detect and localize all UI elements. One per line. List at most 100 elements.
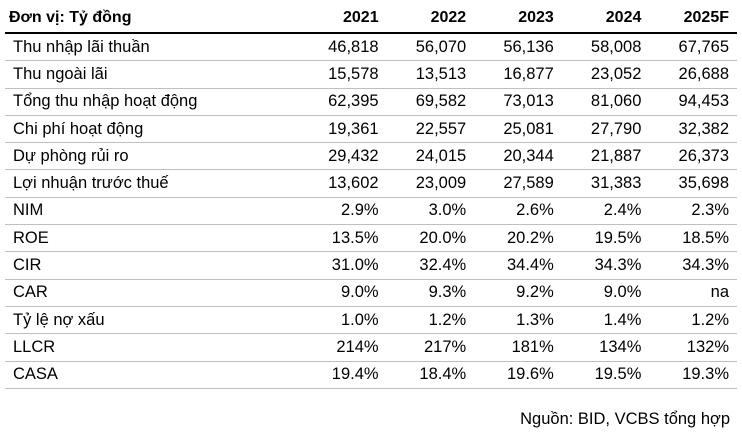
value-cell: 27,589: [474, 169, 562, 198]
header-row: Đơn vị: Tỷ đồng 2021 2022 2023 2024 2025…: [5, 4, 737, 34]
value-cell: 58,008: [561, 33, 650, 62]
value-cell: 19.5%: [561, 224, 650, 253]
value-cell: 13,513: [386, 60, 475, 89]
value-cell: 31.0%: [299, 251, 387, 280]
value-cell: na: [649, 279, 737, 307]
table-row: Lợi nhuận trước thuế 13,602 23,009 27,589 31…: [5, 169, 737, 198]
value-cell: 32,382: [649, 115, 737, 144]
value-cell: 69,582: [386, 88, 475, 116]
value-cell: 2.4%: [561, 197, 650, 226]
row-label: Dự phòng rủi ro: [5, 142, 299, 171]
year-header: 2021: [299, 4, 387, 34]
value-cell: 19.4%: [299, 361, 387, 389]
table-row: Dự phòng rủi ro 29,432 24,015 20,344 21,887 2…: [5, 142, 737, 171]
unit-label: Đơn vị: Tỷ đồng: [5, 4, 299, 34]
row-label: NIM: [5, 197, 299, 226]
value-cell: 26,373: [649, 142, 737, 171]
value-cell: 214%: [299, 333, 387, 362]
value-cell: 21,887: [561, 142, 650, 171]
year-header: 2022: [386, 4, 475, 34]
value-cell: 34.3%: [561, 251, 650, 280]
value-cell: 19,361: [299, 115, 387, 144]
value-cell: 32.4%: [386, 251, 475, 280]
row-label: Thu ngoài lãi: [5, 60, 299, 89]
value-cell: 9.3%: [386, 279, 475, 307]
value-cell: 19.6%: [474, 361, 562, 389]
value-cell: 20.2%: [474, 224, 562, 253]
value-cell: 81,060: [561, 88, 650, 116]
value-cell: 1.2%: [386, 306, 475, 335]
value-cell: 13.5%: [299, 224, 387, 253]
value-cell: 34.4%: [474, 251, 562, 280]
value-cell: 46,818: [299, 33, 387, 62]
value-cell: 2.3%: [649, 197, 737, 226]
value-cell: 9.2%: [474, 279, 562, 307]
table-row: Tỷ lệ nợ xấu 1.0% 1.2% 1.3% 1.4% 1.2%: [5, 306, 737, 335]
row-label: CASA: [5, 361, 299, 389]
value-cell: 24,015: [386, 142, 475, 171]
value-cell: 94,453: [649, 88, 737, 116]
value-cell: 27,790: [561, 115, 650, 144]
value-cell: 26,688: [649, 60, 737, 89]
table-row: CAR 9.0% 9.3% 9.2% 9.0% na: [5, 279, 737, 307]
value-cell: 25,081: [474, 115, 562, 144]
value-cell: 134%: [561, 333, 650, 362]
table-row: CASA 19.4% 18.4% 19.6% 19.5% 19.3%: [5, 361, 737, 389]
value-cell: 34.3%: [649, 251, 737, 280]
year-header: 2024: [561, 4, 650, 34]
row-label: CAR: [5, 279, 299, 307]
row-label: ROE: [5, 224, 299, 253]
table-row: Thu ngoài lãi 15,578 13,513 16,877 23,052 26,…: [5, 60, 737, 89]
table-row: LLCR 214% 217% 181% 134% 132%: [5, 333, 737, 362]
source-note: Nguồn: BID, VCBS tổng hợp: [520, 410, 730, 428]
value-cell: 9.0%: [561, 279, 650, 307]
value-cell: 217%: [386, 333, 475, 362]
row-label: Chi phí hoạt động: [5, 115, 299, 144]
value-cell: 19.3%: [649, 361, 737, 389]
row-label: Tổng thu nhập hoạt động: [5, 88, 299, 116]
value-cell: 35,698: [649, 169, 737, 198]
row-label: Lợi nhuận trước thuế: [5, 169, 299, 198]
year-header: 2025F: [649, 4, 737, 34]
value-cell: 20,344: [474, 142, 562, 171]
value-cell: 1.4%: [561, 306, 650, 335]
value-cell: 1.2%: [649, 306, 737, 335]
value-cell: 62,395: [299, 88, 387, 116]
row-label: Thu nhập lãi thuần: [5, 33, 299, 62]
table-row: CIR 31.0% 32.4% 34.4% 34.3% 34.3%: [5, 251, 737, 280]
value-cell: 9.0%: [299, 279, 387, 307]
value-cell: 73,013: [474, 88, 562, 116]
value-cell: 18.5%: [649, 224, 737, 253]
value-cell: 31,383: [561, 169, 650, 198]
value-cell: 132%: [649, 333, 737, 362]
row-label: LLCR: [5, 333, 299, 362]
value-cell: 1.3%: [474, 306, 562, 335]
table-row: ROE 13.5% 20.0% 20.2% 19.5% 18.5%: [5, 224, 737, 253]
row-label: CIR: [5, 251, 299, 280]
table-row: Tổng thu nhập hoạt động 62,395 69,582 73,01…: [5, 88, 737, 116]
value-cell: 56,136: [474, 33, 562, 62]
table-row: NIM 2.9% 3.0% 2.6% 2.4% 2.3%: [5, 197, 737, 226]
value-cell: 2.9%: [299, 197, 387, 226]
value-cell: 1.0%: [299, 306, 387, 335]
value-cell: 29,432: [299, 142, 387, 171]
row-label: Tỷ lệ nợ xấu: [5, 306, 299, 335]
value-cell: 3.0%: [386, 197, 475, 226]
value-cell: 15,578: [299, 60, 387, 89]
value-cell: 23,009: [386, 169, 475, 198]
value-cell: 2.6%: [474, 197, 562, 226]
value-cell: 19.5%: [561, 361, 650, 389]
value-cell: 13,602: [299, 169, 387, 198]
table-row: Thu nhập lãi thuần 46,818 56,070 56,136 58,0…: [5, 33, 737, 62]
value-cell: 22,557: [386, 115, 475, 144]
value-cell: 181%: [474, 333, 562, 362]
year-header: 2023: [474, 4, 562, 34]
value-cell: 20.0%: [386, 224, 475, 253]
financial-table-container: Đơn vị: Tỷ đồng 2021 2022 2023 2024 2025…: [5, 4, 737, 389]
value-cell: 67,765: [649, 33, 737, 62]
value-cell: 16,877: [474, 60, 562, 89]
table-body: Thu nhập lãi thuần 46,818 56,070 56,136 58,0…: [5, 33, 737, 389]
table-header: Đơn vị: Tỷ đồng 2021 2022 2023 2024 2025…: [5, 4, 737, 34]
value-cell: 56,070: [386, 33, 475, 62]
value-cell: 18.4%: [386, 361, 475, 389]
